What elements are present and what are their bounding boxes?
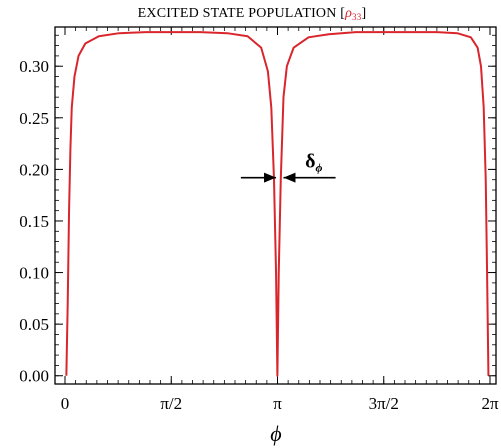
chart-title-subscript: 33 (352, 12, 362, 22)
annotation-layer: δϕ (240, 151, 336, 183)
series-layer (65, 31, 490, 377)
y-tick-label: 0.30 (19, 57, 49, 76)
chart-title-suffix: ] (361, 6, 366, 21)
delta-subscript: ϕ (316, 161, 323, 175)
delta-phi-label: δϕ (305, 151, 322, 175)
y-tick-label: 0.15 (19, 212, 49, 231)
x-tick-label: π (273, 394, 282, 413)
chart-title-prefix: EXCITED STATE POPULATION [ (138, 6, 346, 21)
left-arrow-head (264, 172, 277, 183)
x-axis-label: ϕ (270, 421, 281, 446)
x-tick-label: 3π/2 (369, 394, 399, 413)
x-tick-label: π/2 (160, 394, 182, 413)
x-tick-label: 0 (61, 394, 70, 413)
x-tick-label: 2π (481, 394, 499, 413)
y-tick-label: 0.25 (19, 109, 49, 128)
chart-title-symbol: ρ (344, 6, 352, 21)
y-tick-label: 0.00 (19, 367, 49, 386)
tick-labels: 0.00 0.05 0.10 0.15 0.20 0.25 0.30 0 π/2 π 3π/2 2π (19, 57, 499, 413)
chart-title: EXCITED STATE POPULATION [ρ33] (138, 6, 367, 22)
delta-symbol: δ (305, 151, 315, 173)
right-arrow-head (283, 172, 296, 183)
y-tick-label: 0.05 (19, 315, 49, 334)
y-tick-label: 0.10 (19, 264, 49, 283)
plot-frame (54, 26, 497, 385)
right-arrow (283, 172, 336, 183)
left-arrow (240, 172, 277, 183)
axis-ticks (55, 27, 496, 384)
y-tick-label: 0.20 (19, 160, 49, 179)
series-line (65, 31, 490, 377)
